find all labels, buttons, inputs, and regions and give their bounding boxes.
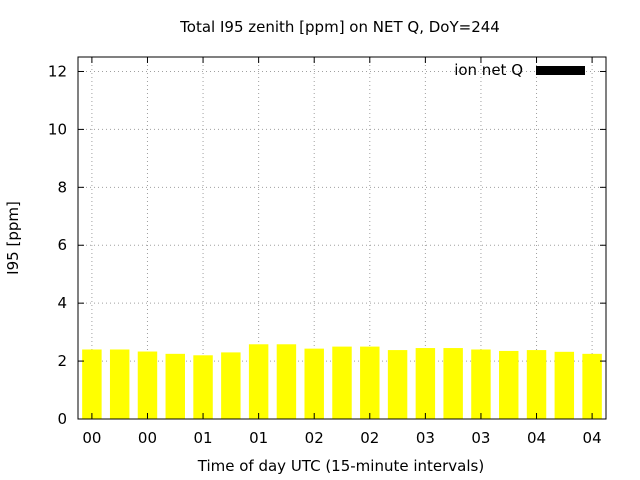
- bar: [415, 348, 436, 419]
- x-tick-label: 02: [360, 429, 379, 447]
- y-tick-label: 0: [57, 410, 67, 428]
- bar: [332, 346, 352, 419]
- bar: [582, 353, 602, 419]
- bar: [82, 349, 102, 419]
- bar: [499, 350, 519, 419]
- y-axis-label: I95 [ppm]: [4, 201, 22, 275]
- bar: [109, 349, 130, 419]
- x-tick-label: 01: [249, 429, 268, 447]
- y-tick-label: 8: [57, 178, 67, 196]
- bar: [304, 348, 324, 419]
- plot-frame: [77, 56, 607, 420]
- bar: [248, 344, 269, 419]
- y-tick-label: 10: [48, 120, 67, 138]
- y-tick-label: 6: [57, 236, 67, 254]
- x-tick-label: 02: [305, 429, 324, 447]
- y-tick-label: 12: [48, 62, 67, 80]
- bar: [471, 349, 491, 419]
- bar: [443, 348, 463, 419]
- bar: [276, 344, 297, 419]
- bar: [526, 350, 547, 419]
- bar: [387, 350, 408, 419]
- x-tick-label: 00: [138, 429, 157, 447]
- legend: ion net Q: [454, 61, 585, 79]
- bars: [82, 344, 602, 419]
- y-tick-label: 2: [57, 352, 67, 370]
- x-tick-label: 04: [583, 429, 602, 447]
- y-tick-label: 4: [57, 294, 67, 312]
- x-tick-label: 03: [471, 429, 490, 447]
- x-tick-label: 03: [416, 429, 435, 447]
- x-axis-label: Time of day UTC (15-minute intervals): [197, 457, 484, 475]
- x-tick-label: 04: [527, 429, 546, 447]
- bar: [193, 355, 213, 419]
- x-tick-label: 00: [82, 429, 101, 447]
- bar: [554, 351, 575, 419]
- bar: [137, 351, 158, 419]
- x-tick-label: 01: [194, 429, 213, 447]
- grid: [78, 57, 606, 419]
- legend-label: ion net Q: [454, 61, 523, 79]
- bar: [360, 346, 380, 419]
- bar: [165, 353, 185, 419]
- chart-title: Total I95 zenith [ppm] on NET Q, DoY=244: [179, 18, 500, 36]
- legend-swatch: [536, 66, 585, 75]
- bar: [221, 352, 241, 419]
